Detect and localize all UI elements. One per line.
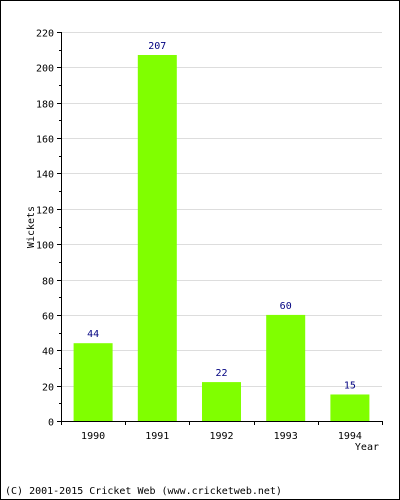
y-tick-label: 80 <box>42 277 54 288</box>
x-tick-label: 1990 <box>81 431 105 442</box>
data-label: 22 <box>215 368 227 379</box>
y-tick-label: 180 <box>36 100 54 111</box>
bar-1993 <box>266 314 306 421</box>
x-tick-label: 1993 <box>274 431 298 442</box>
x-ticks: 1990 1991 1992 1993 1994 <box>61 421 383 442</box>
data-label: 207 <box>148 41 166 52</box>
bar-1994 <box>330 394 370 421</box>
grid-lines <box>61 32 382 387</box>
bars <box>73 54 370 422</box>
data-label: 60 <box>280 301 292 312</box>
data-label: 44 <box>87 329 99 340</box>
x-tick-label: 1991 <box>145 431 169 442</box>
y-axis-label: Wickets <box>26 206 37 248</box>
data-labels: 44 207 22 60 15 <box>87 41 356 391</box>
y-tick-label: 60 <box>42 312 54 323</box>
y-ticks: 0 20 40 60 80 100 120 140 160 180 200 220 <box>36 29 61 429</box>
y-tick-label: 20 <box>42 383 54 394</box>
y-tick-label: 220 <box>36 29 54 40</box>
data-label: 15 <box>344 380 356 391</box>
y-tick-label: 40 <box>42 347 54 358</box>
y-tick-label: 160 <box>36 135 54 146</box>
bar-1991 <box>137 54 177 422</box>
x-tick-label: 1992 <box>209 431 233 442</box>
copyright-credit: (C) 2001-2015 Cricket Web (www.cricketwe… <box>5 486 282 497</box>
y-tick-label: 120 <box>36 206 54 217</box>
axes <box>61 32 382 422</box>
y-tick-label: 140 <box>36 170 54 181</box>
bar-1992 <box>202 382 241 421</box>
y-tick-label: 100 <box>36 241 54 252</box>
y-tick-label: 0 <box>48 418 54 429</box>
bar-1990 <box>73 343 113 421</box>
x-axis-label: Year <box>355 442 379 453</box>
y-tick-label: 200 <box>36 64 54 75</box>
x-tick-label: 1994 <box>338 431 362 442</box>
